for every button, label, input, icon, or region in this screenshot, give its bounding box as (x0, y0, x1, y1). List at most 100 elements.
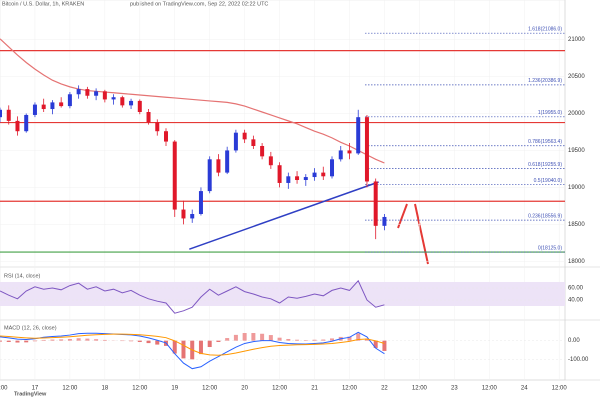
chart-subtitle: published on TradingView.com, Sep 22, 20… (130, 1, 268, 7)
fib-label: 1(19955.0) (538, 110, 563, 116)
y-tick-label: 21000 (568, 37, 585, 43)
candle-body (76, 89, 81, 95)
candle-body (251, 139, 256, 146)
candle-body (207, 159, 212, 192)
macd-histogram-bar (41, 339, 46, 341)
candle-body (32, 104, 37, 115)
macd-histogram-bar (225, 338, 230, 341)
candle-body (312, 172, 317, 178)
moving-average (0, 38, 385, 164)
candle-body (242, 132, 247, 140)
y-tick-label: 18500 (568, 222, 585, 228)
macd-histogram-bar (50, 339, 55, 341)
macd-histogram-bar (6, 340, 11, 342)
fib-label: 1.618(21086.0) (528, 27, 562, 33)
candle-body (364, 117, 369, 182)
y-tick-label: 18000 (568, 259, 585, 265)
candle-body (190, 214, 195, 219)
macd-histogram-bar (24, 340, 29, 343)
trendline (189, 181, 379, 250)
candle-body (164, 131, 169, 142)
rsi-line (0, 279, 385, 314)
candle-body (216, 159, 221, 173)
macd-histogram-bar (216, 340, 221, 342)
macd-histogram-bar (129, 340, 134, 342)
candle-body (120, 97, 125, 106)
x-tick-label: 12:00 (552, 386, 568, 392)
candle-body (6, 109, 11, 121)
macd-histogram-bar (233, 334, 238, 341)
candle-body (67, 94, 72, 107)
x-tick-label: 20 (241, 386, 248, 392)
fib-label: 0.5(19040.0) (534, 178, 563, 184)
macd-histogram-bar (207, 340, 212, 348)
candle-body (172, 141, 177, 210)
y-tick-label: 0.00 (568, 338, 580, 344)
y-tick-label: -100.00 (568, 357, 589, 363)
rsi-title: RSI (14, close) (4, 273, 41, 279)
plot-frame (0, 0, 566, 381)
x-tick-label: 18 (102, 386, 109, 392)
candle-body (137, 100, 142, 112)
macd-histogram-bar (85, 338, 90, 341)
candle-body (268, 156, 273, 166)
y-tick-label: 20000 (568, 111, 585, 117)
fib-label: 1.236(20386.9) (528, 78, 562, 84)
macd-histogram-bar (102, 339, 107, 341)
candle-body (233, 132, 238, 151)
macd-histogram-bar (312, 339, 317, 341)
macd-histogram-bar (373, 340, 378, 348)
candle-body (260, 146, 265, 157)
candle-body (24, 114, 29, 132)
macd-histogram-bar (321, 339, 326, 341)
macd-histogram-bar (15, 340, 20, 343)
macd-histogram-bar (242, 333, 247, 341)
fib-label: 0(18125.0) (538, 245, 563, 251)
y-tick-label: 19500 (568, 148, 585, 154)
candle-body (286, 176, 291, 183)
candle-body (330, 159, 335, 177)
annotation-arrow (397, 203, 408, 229)
macd-histogram-bar (137, 340, 142, 342)
x-tick-label: 12:00 (132, 386, 148, 392)
x-tick-label: 23 (451, 386, 458, 392)
macd-histogram-bar (303, 340, 308, 341)
x-tick-label: 21 (311, 386, 318, 392)
rsi-band (0, 282, 565, 306)
fib-label: 0.786(19563.4) (528, 139, 562, 145)
candle-body (198, 191, 203, 214)
y-tick-label: 20500 (568, 74, 585, 80)
candle-body (15, 120, 20, 132)
macd-histogram-bar (172, 340, 177, 354)
candle-body (321, 172, 326, 177)
x-tick-label: 22 (381, 386, 388, 392)
macd-histogram-bar (76, 338, 81, 341)
macd-line (0, 333, 385, 356)
macd-histogram-bar (277, 337, 282, 341)
candle-body (41, 104, 46, 110)
x-tick-label: 12:00 (482, 386, 498, 392)
candle-body (347, 150, 352, 154)
y-tick-label: 60.00 (568, 286, 584, 292)
candle-body (111, 97, 116, 100)
x-tick-label: 12:00 (62, 386, 78, 392)
macd-histogram-bar (268, 335, 273, 341)
macd-histogram-bar (67, 338, 72, 341)
x-tick-label: 12:00 (342, 386, 358, 392)
candle-body (181, 209, 186, 219)
candle-body (94, 91, 99, 96)
x-tick-label: 12:00 (0, 386, 8, 392)
watermark: TradingView (14, 391, 47, 397)
macd-histogram-bar (356, 333, 361, 341)
candle-body (295, 176, 300, 180)
y-tick-label: 40.00 (568, 298, 584, 304)
candle-body (382, 216, 387, 226)
macd-histogram-bar (146, 340, 151, 344)
candle-body (225, 150, 230, 173)
x-tick-label: 12:00 (202, 386, 218, 392)
candle-body (85, 89, 90, 96)
y-tick-label: 19000 (568, 185, 585, 191)
macd-histogram-bar (155, 340, 160, 345)
candle-body (338, 150, 343, 160)
